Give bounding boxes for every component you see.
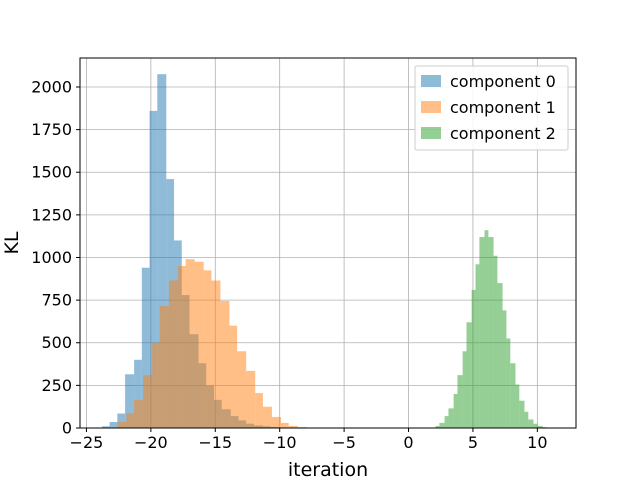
plot-frame xyxy=(79,57,577,429)
x-tick-label: 5 xyxy=(468,433,478,452)
histogram-bar xyxy=(168,280,178,428)
histogram-bar xyxy=(271,416,281,428)
histogram-bar xyxy=(448,408,454,428)
y-tick-label: 250 xyxy=(41,376,72,395)
histogram-bar xyxy=(488,237,494,428)
histogram-bar xyxy=(497,283,503,428)
histogram-bar xyxy=(506,338,511,428)
y-tick-label: 0 xyxy=(62,419,72,438)
histogram-bar xyxy=(185,259,195,428)
legend-label: component 1 xyxy=(450,98,556,117)
histogram-bar xyxy=(288,425,298,428)
y-tick-label: 500 xyxy=(41,333,72,352)
legend-swatch xyxy=(421,127,441,139)
histogram-bars xyxy=(101,74,547,429)
histogram-bar xyxy=(528,419,534,428)
histogram-bar xyxy=(537,425,543,428)
histogram-bar xyxy=(194,261,204,428)
y-tick-label: 1000 xyxy=(31,248,72,267)
x-axis-label: iteration xyxy=(288,459,368,480)
x-tick-label: −10 xyxy=(263,433,297,452)
histogram-bar xyxy=(519,400,525,428)
legend-swatch xyxy=(421,101,441,113)
histogram-bar xyxy=(262,406,272,428)
histogram-bar xyxy=(435,425,440,428)
series-component-1 xyxy=(117,259,307,428)
x-tick-label: 0 xyxy=(403,433,413,452)
histogram-bar xyxy=(524,411,529,428)
histogram-bar xyxy=(479,237,485,428)
histogram-bar xyxy=(457,375,463,428)
histogram-bar xyxy=(510,363,516,428)
histogram-bar xyxy=(117,422,127,428)
y-tick-label: 1750 xyxy=(31,120,72,139)
histogram-bar xyxy=(229,325,238,428)
histogram-bar xyxy=(280,422,289,428)
histogram-bar xyxy=(101,426,110,428)
histogram-bar xyxy=(126,413,135,428)
histogram-bar xyxy=(533,423,538,428)
legend-label: component 0 xyxy=(450,72,556,91)
histogram-bar xyxy=(475,264,480,428)
histogram-bar xyxy=(149,110,158,428)
histogram-bar xyxy=(134,399,144,428)
histogram-bar xyxy=(444,416,449,428)
y-tick-label: 1500 xyxy=(31,163,72,182)
y-tick-label: 2000 xyxy=(31,77,72,96)
histogram-bar xyxy=(159,306,169,428)
histogram-bar xyxy=(471,289,476,428)
histogram-bar xyxy=(117,413,126,428)
x-tick-label: −25 xyxy=(70,433,104,452)
histogram-bar xyxy=(211,280,221,428)
y-tick-label: 1250 xyxy=(31,205,72,224)
histogram-bar xyxy=(453,393,458,428)
histogram-bar xyxy=(109,422,118,428)
histogram-bar xyxy=(203,270,212,428)
axis-ticks: −25 −20 −15 −10 −5 0 5 10 0 250 500 750 1000 1250 1500… xyxy=(31,77,547,452)
histogram-bar xyxy=(466,322,472,428)
histogram-bar xyxy=(237,351,247,428)
histogram-bar xyxy=(502,310,507,428)
legend-swatch xyxy=(421,75,441,87)
histogram-bar xyxy=(493,255,498,428)
histogram-bar xyxy=(152,342,160,428)
histogram-bar xyxy=(246,370,256,428)
x-tick-label: −15 xyxy=(198,433,232,452)
histogram-bar xyxy=(515,384,520,428)
x-tick-label: −20 xyxy=(134,433,168,452)
histogram-bar xyxy=(462,351,467,428)
histogram-bar xyxy=(220,300,230,428)
histogram-bar xyxy=(439,422,445,428)
x-tick-label: 10 xyxy=(527,433,547,452)
histogram-bar xyxy=(255,393,263,428)
histogram-bar xyxy=(484,230,489,428)
x-tick-label: −5 xyxy=(332,433,356,452)
legend-label: component 2 xyxy=(450,124,556,143)
histogram-bar xyxy=(177,266,186,428)
histogram-bar xyxy=(141,267,150,428)
legend: component 0 component 1 component 2 xyxy=(414,65,569,151)
y-axis-label: KL xyxy=(1,231,23,254)
series-component-2 xyxy=(435,230,547,428)
histogram-bar xyxy=(143,375,153,428)
histogram-bar xyxy=(157,74,167,429)
histogram-bar xyxy=(134,359,142,428)
y-tick-label: 750 xyxy=(41,291,72,310)
legend-box xyxy=(414,65,569,151)
histogram-bar xyxy=(125,374,135,428)
